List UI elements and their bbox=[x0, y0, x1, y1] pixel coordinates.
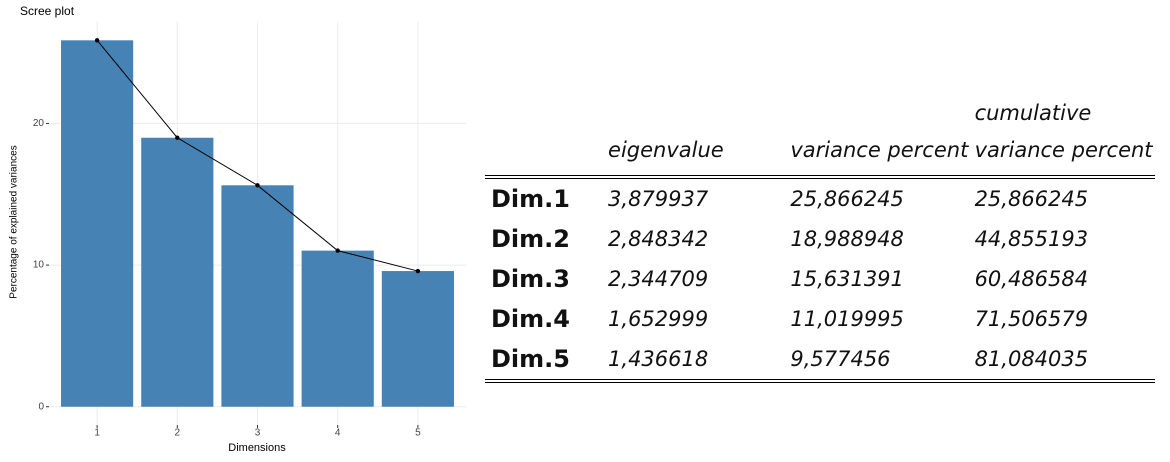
y-tick-label: 0 bbox=[38, 401, 44, 412]
column-header: variance percent bbox=[790, 95, 975, 179]
table-row: Dim.1 3,879937 25,866245 25,866245 bbox=[485, 177, 1155, 219]
x-tick-label: 3 bbox=[255, 428, 261, 439]
table-cell: 1,436618 bbox=[608, 339, 791, 383]
point bbox=[94, 38, 100, 43]
table-cell: 25,866245 bbox=[974, 187, 1089, 211]
column-header: cumulative variance percent bbox=[974, 95, 1155, 179]
table-row: Dim.4 1,652999 11,019995 71,506579 bbox=[485, 299, 1155, 339]
point bbox=[335, 248, 340, 253]
point bbox=[255, 183, 260, 188]
y-axis-label: Percentage of explained variances bbox=[9, 145, 20, 298]
bar bbox=[141, 137, 214, 407]
table-cell: 25,866245 bbox=[790, 187, 904, 211]
row-label: Dim.4 bbox=[491, 305, 570, 333]
point bbox=[415, 268, 421, 274]
table-cell: 71,506579 bbox=[974, 307, 1089, 331]
corner bbox=[485, 95, 609, 179]
y-tick-label: 10 bbox=[33, 260, 45, 271]
bar bbox=[61, 40, 134, 407]
table-cell: 11,019995 bbox=[790, 307, 904, 331]
x-tick-label: 1 bbox=[94, 428, 100, 439]
bar bbox=[301, 250, 374, 407]
row-label: Dim.5 bbox=[485, 339, 609, 383]
table-cell: 18,988948 bbox=[790, 227, 904, 251]
table-cell: 60,486584 bbox=[974, 267, 1089, 291]
table-cell: 2,344709 bbox=[608, 267, 709, 291]
table-cell: 1,652999 bbox=[608, 307, 709, 331]
x-axis-label: Dimensions bbox=[228, 442, 286, 454]
row-label: Dim.2 bbox=[491, 225, 570, 253]
chart-title: Scree plot bbox=[20, 4, 75, 18]
header-row: eigenvalue variance percent cumulative var… bbox=[485, 95, 1155, 179]
table-row: Dim.3 2,344709 15,631391 60,486584 bbox=[485, 259, 1155, 299]
x-tick-label: 5 bbox=[415, 428, 421, 439]
x-tick-label: 2 bbox=[175, 428, 181, 439]
table-cell: 9,577456 bbox=[790, 339, 975, 383]
table-cell: 15,631391 bbox=[790, 267, 904, 291]
table-cell: 44,855193 bbox=[974, 227, 1089, 251]
point bbox=[175, 135, 180, 140]
row-label: Dim.1 bbox=[491, 185, 570, 213]
table-cell: 2,848342 bbox=[608, 227, 709, 251]
y-tick-label: 20 bbox=[33, 118, 45, 129]
table-cell: 3,879937 bbox=[608, 187, 709, 211]
bar bbox=[221, 185, 294, 407]
bar bbox=[381, 271, 454, 407]
column-header: eigenvalue bbox=[608, 95, 791, 179]
table-row: Dim.2 2,848342 18,988948 44,855193 bbox=[485, 219, 1155, 259]
row-label: Dim.3 bbox=[491, 265, 570, 293]
table-row: Dim.5 1,436618 9,577456 81,084035 bbox=[485, 339, 1155, 383]
chart: Scree plot Dimensions Percentage of expl… bbox=[9, 4, 466, 454]
table-cell: 81,084035 bbox=[974, 339, 1155, 383]
x-tick-label: 4 bbox=[335, 428, 341, 439]
table: eigenvalue variance percent cumulative var… bbox=[485, 95, 1155, 383]
